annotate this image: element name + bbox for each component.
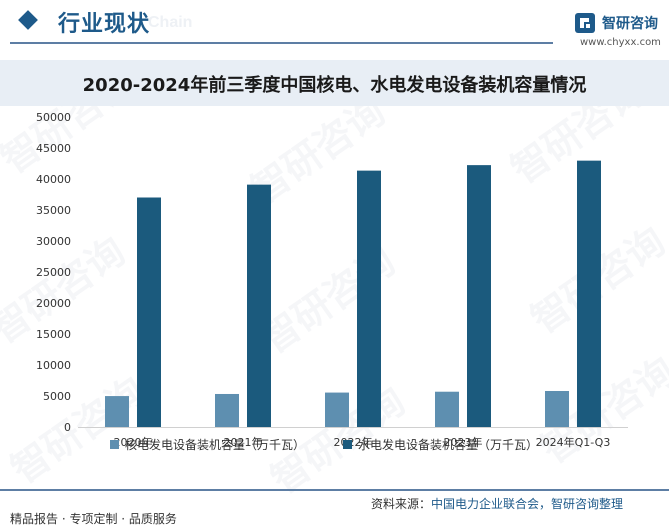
x-tick-label: 2024年Q1-Q3 — [536, 435, 611, 449]
y-tick-label: 5000 — [43, 390, 71, 403]
chart-title: 2020-2024年前三季度中国核电、水电发电设备装机容量情况 — [82, 75, 587, 96]
legend-label-hydro: 水电发电设备装机容量（万千瓦） — [358, 438, 539, 452]
y-tick-label: 10000 — [36, 359, 71, 372]
source-label: 资料来源： — [371, 497, 432, 511]
brand-logo-icon — [575, 13, 595, 33]
y-tick-label: 20000 — [36, 297, 71, 310]
header-ghost-text: Chain — [148, 14, 193, 31]
bar-hydro — [357, 170, 381, 427]
chart-legend: 核电发电设备装机容量（万千瓦） 水电发电设备装机容量（万千瓦） — [0, 436, 669, 456]
legend-swatch-hydro — [343, 440, 352, 449]
chart-title-bar — [0, 60, 669, 106]
brand-logo: 智研咨询 www.chyxx.com — [574, 10, 664, 50]
x-tick-label: 2021年 — [224, 435, 263, 449]
header-divider — [10, 42, 553, 44]
brand-name: 智研咨询 — [602, 16, 658, 32]
bar-hydro — [137, 197, 161, 427]
legend-item-nuclear: 核电发电设备装机容量（万千瓦） — [110, 436, 305, 453]
source-value: 中国电力企业联合会，智研咨询整理 — [431, 497, 624, 511]
footer-source: 资料来源：中国电力企业联合会，智研咨询整理 — [371, 495, 623, 512]
y-tick-label: 30000 — [36, 235, 71, 248]
y-tick-label: 0 — [64, 421, 71, 434]
legend-label-nuclear: 核电发电设备装机容量（万千瓦） — [125, 438, 306, 452]
bar-nuclear — [545, 390, 569, 427]
y-tick-label: 15000 — [36, 328, 71, 341]
bar-hydro — [467, 165, 491, 427]
bar-hydro — [247, 184, 271, 427]
footer-slogan: 精品报告 · 专项定制 · 品质服务 — [10, 512, 177, 526]
y-tick-label: 45000 — [36, 142, 71, 155]
bar-nuclear — [105, 396, 129, 427]
page-title: 行业现状 — [58, 12, 151, 37]
legend-swatch-nuclear — [110, 440, 119, 449]
page-header: 行业现状 Chain 智研咨询 www.chyxx.com — [0, 0, 669, 50]
x-tick-label: 2020年 — [114, 435, 153, 449]
bar-nuclear — [435, 391, 459, 427]
y-tick-label: 40000 — [36, 173, 71, 186]
bar-nuclear — [325, 392, 349, 427]
bar-hydro — [577, 160, 601, 427]
bar-nuclear — [215, 393, 239, 427]
y-tick-label: 50000 — [36, 111, 71, 124]
x-tick-label: 2023年 — [444, 435, 483, 449]
footer-divider — [0, 489, 669, 491]
brand-url: www.chyxx.com — [580, 37, 661, 48]
legend-item-hydro: 水电发电设备装机容量（万千瓦） — [343, 436, 538, 453]
y-tick-label: 35000 — [36, 204, 71, 217]
y-tick-label: 25000 — [36, 266, 71, 279]
